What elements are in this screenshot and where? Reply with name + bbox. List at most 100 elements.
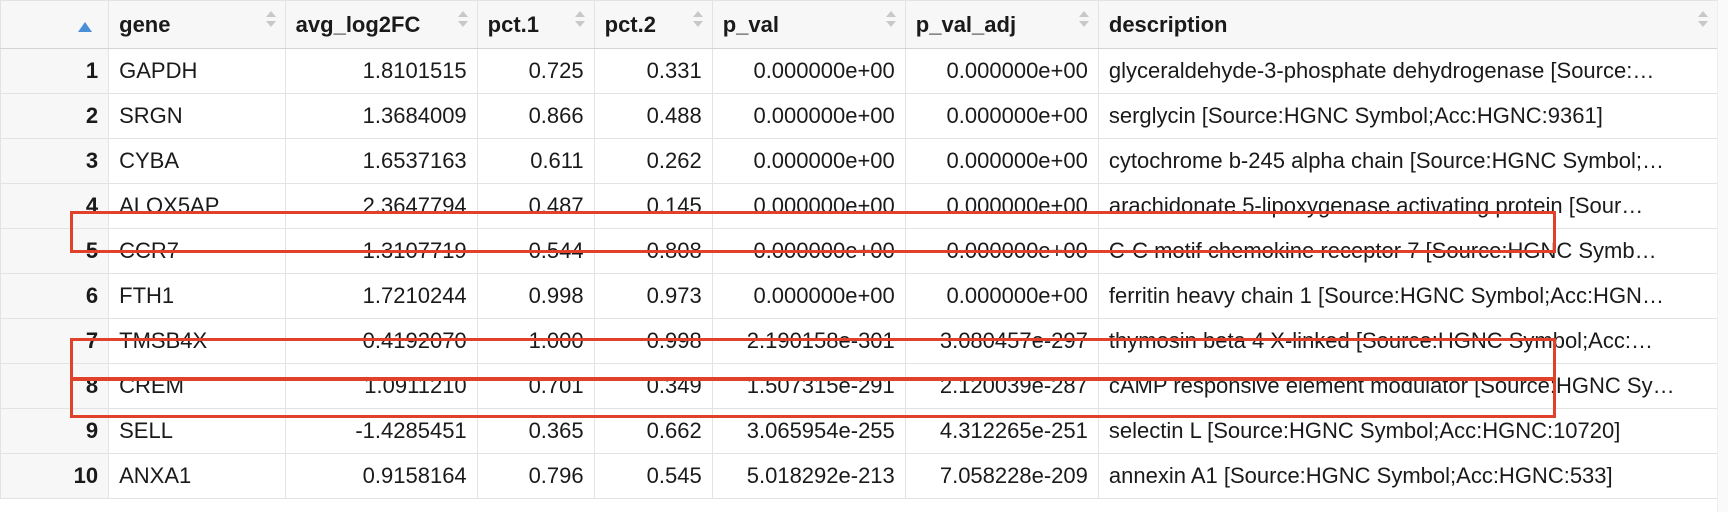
table-row[interactable]: 7 TMSB4X 0.4192070 1.000 0.998 2.190158e-301 3… [0, 318, 1719, 364]
sort-icon[interactable] [574, 9, 586, 29]
cell-p-val-adj: 0.000000e+00 [904, 48, 1099, 94]
column-header-pct2[interactable]: pct.2 [593, 0, 713, 49]
row-number: 7 [0, 318, 110, 364]
cell-description: C-C motif chemokine receptor 7 [Source:H… [1097, 228, 1719, 274]
column-header-label: p_val [722, 11, 779, 37]
cell-description: selectin L [Source:HGNC Symbol;Acc:HGNC:… [1097, 408, 1719, 454]
cell-p-val: 3.065954e-255 [711, 408, 906, 454]
column-header-avg-log2fc[interactable]: avg_log2FC [284, 0, 478, 49]
cell-pct2: 0.808 [593, 228, 713, 274]
cell-pct1: 0.725 [476, 48, 595, 94]
cell-gene: ANXA1 [108, 453, 286, 499]
cell-pct2: 0.145 [593, 183, 713, 229]
vertical-scrollbar[interactable] [1717, 0, 1728, 512]
cell-avg-log2fc: 1.0911210 [284, 363, 478, 409]
cell-p-val-adj: 0.000000e+00 [904, 228, 1099, 274]
cell-description: annexin A1 [Source:HGNC Symbol;Acc:HGNC:… [1097, 453, 1719, 499]
cell-pct2: 0.998 [593, 318, 713, 364]
cell-gene: GAPDH [108, 48, 286, 94]
cell-avg-log2fc: 1.6537163 [284, 138, 478, 184]
cell-description: serglycin [Source:HGNC Symbol;Acc:HGNC:9… [1097, 93, 1719, 139]
row-number: 10 [0, 453, 110, 499]
cell-description: cytochrome b-245 alpha chain [Source:HGN… [1097, 138, 1719, 184]
cell-description: cAMP responsive element modulator [Sourc… [1097, 363, 1719, 409]
cell-pct2: 0.262 [593, 138, 713, 184]
cell-avg-log2fc: -1.3107719 [284, 228, 478, 274]
cell-p-val-adj: 0.000000e+00 [904, 93, 1099, 139]
table-row[interactable]: 3 CYBA 1.6537163 0.611 0.262 0.000000e+00 0.00… [0, 138, 1719, 184]
cell-avg-log2fc: -1.4285451 [284, 408, 478, 454]
sort-ascending-icon[interactable] [77, 13, 93, 32]
cell-pct1: 1.000 [476, 318, 595, 364]
column-header-label: gene [119, 11, 171, 37]
column-header-index[interactable] [0, 0, 110, 49]
cell-gene: CREM [108, 363, 286, 409]
cell-pct1: 0.866 [476, 93, 595, 139]
cell-pct1: 0.611 [476, 138, 595, 184]
row-number: 6 [0, 273, 110, 319]
column-header-label: p_val_adj [915, 11, 1017, 37]
cell-avg-log2fc: 1.7210244 [284, 273, 478, 319]
row-number: 1 [0, 48, 110, 94]
table-row[interactable]: 6 FTH1 1.7210244 0.998 0.973 0.000000e+00 0.00… [0, 273, 1719, 319]
row-number: 5 [0, 228, 110, 274]
cell-avg-log2fc: 0.9158164 [284, 453, 478, 499]
cell-pct1: 0.701 [476, 363, 595, 409]
cell-pct1: 0.487 [476, 183, 595, 229]
data-table: gene avg_log2FC pct.1 pct.2 p_val p_val_… [0, 0, 1719, 499]
cell-pct1: 0.365 [476, 408, 595, 454]
table-row[interactable]: 1 GAPDH 1.8101515 0.725 0.331 0.000000e+00 0.0… [0, 48, 1719, 94]
cell-pct2: 0.973 [593, 273, 713, 319]
sort-icon[interactable] [1078, 9, 1090, 29]
column-header-label: pct.2 [604, 11, 656, 37]
cell-avg-log2fc: 1.3684009 [284, 93, 478, 139]
cell-p-val: 5.018292e-213 [711, 453, 906, 499]
table-row[interactable]: 8 CREM 1.0911210 0.701 0.349 1.507315e-291 2.1… [0, 363, 1719, 409]
table-row[interactable]: 10 ANXA1 0.9158164 0.796 0.545 5.018292e-213 7… [0, 453, 1719, 499]
cell-pct2: 0.662 [593, 408, 713, 454]
sort-icon[interactable] [692, 9, 704, 29]
column-header-p-val[interactable]: p_val [711, 0, 906, 49]
sort-icon[interactable] [885, 9, 897, 29]
column-header-p-val-adj[interactable]: p_val_adj [904, 0, 1099, 49]
row-number: 2 [0, 93, 110, 139]
table-row[interactable]: 5 CCR7 -1.3107719 0.544 0.808 0.000000e+00 0.0… [0, 228, 1719, 274]
cell-pct2: 0.331 [593, 48, 713, 94]
cell-description: glyceraldehyde-3-phosphate dehydrogenase… [1097, 48, 1719, 94]
cell-p-val-adj: 4.312265e-251 [904, 408, 1099, 454]
table-row[interactable]: 2 SRGN 1.3684009 0.866 0.488 0.000000e+00 0.00… [0, 93, 1719, 139]
column-header-description[interactable]: description [1097, 0, 1719, 49]
sort-icon[interactable] [457, 9, 469, 29]
cell-description: thymosin beta 4 X-linked [Source:HGNC Sy… [1097, 318, 1719, 364]
cell-pct2: 0.545 [593, 453, 713, 499]
cell-p-val-adj: 0.000000e+00 [904, 183, 1099, 229]
cell-gene: SRGN [108, 93, 286, 139]
column-header-gene[interactable]: gene [108, 0, 286, 49]
header-row: gene avg_log2FC pct.1 pct.2 p_val p_val_… [0, 0, 1719, 49]
cell-gene: CYBA [108, 138, 286, 184]
cell-p-val: 0.000000e+00 [711, 183, 906, 229]
row-number: 4 [0, 183, 110, 229]
cell-gene: SELL [108, 408, 286, 454]
cell-gene: CCR7 [108, 228, 286, 274]
cell-pct1: 0.998 [476, 273, 595, 319]
cell-pct2: 0.488 [593, 93, 713, 139]
cell-p-val: 0.000000e+00 [711, 93, 906, 139]
sort-icon[interactable] [265, 9, 277, 29]
cell-p-val: 2.190158e-301 [711, 318, 906, 364]
cell-p-val: 0.000000e+00 [711, 138, 906, 184]
cell-gene: ALOX5AP [108, 183, 286, 229]
row-number: 9 [0, 408, 110, 454]
cell-pct1: 0.544 [476, 228, 595, 274]
column-header-pct1[interactable]: pct.1 [476, 0, 595, 49]
row-number: 8 [0, 363, 110, 409]
cell-description: arachidonate 5-lipoxygenase activating p… [1097, 183, 1719, 229]
table-row[interactable]: 9 SELL -1.4285451 0.365 0.662 3.065954e-255 4.… [0, 408, 1719, 454]
sort-icon[interactable] [1697, 9, 1709, 29]
cell-avg-log2fc: 2.3647794 [284, 183, 478, 229]
cell-pct2: 0.349 [593, 363, 713, 409]
table-row[interactable]: 4 ALOX5AP 2.3647794 0.487 0.145 0.000000e+00 0… [0, 183, 1719, 229]
column-header-label: avg_log2FC [295, 11, 421, 37]
cell-p-val-adj: 2.120039e-287 [904, 363, 1099, 409]
column-header-label: description [1108, 11, 1228, 37]
